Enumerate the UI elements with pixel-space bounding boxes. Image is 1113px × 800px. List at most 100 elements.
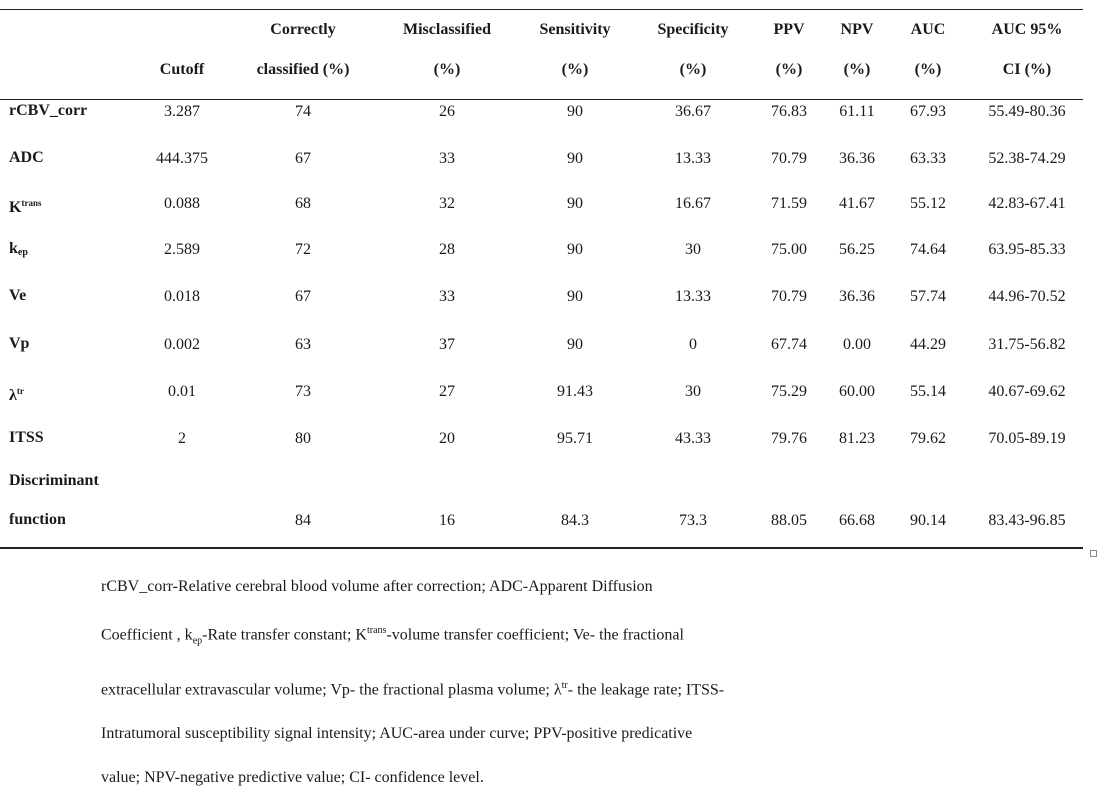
table-cell: 44.96-70.52 xyxy=(988,288,1066,305)
table-cell: 33 xyxy=(439,288,455,305)
table-cell: 20 xyxy=(439,430,455,447)
table-cell: 36.67 xyxy=(675,103,711,120)
footnote-text: rCBV_corr-Relative cerebral blood volume… xyxy=(101,578,653,595)
table-cell: 2 xyxy=(178,430,186,447)
row-label: ITSS xyxy=(9,427,44,449)
footnote-line: value; NPV-negative predictive value; CI… xyxy=(101,756,1001,800)
table-cell: 32 xyxy=(439,195,455,212)
row-label-base: ITSS xyxy=(9,429,44,446)
table-cell: 67.93 xyxy=(910,103,946,120)
column-header: (%) xyxy=(914,61,942,78)
table-cell: 74.64 xyxy=(910,241,946,258)
row-label: Ve xyxy=(9,285,26,307)
row-label: λtr xyxy=(9,380,24,407)
table-cell: 56.25 xyxy=(839,241,875,258)
footnote-superscript: tr xyxy=(561,679,568,691)
table-cell: 28 xyxy=(439,241,455,258)
table-cell: 83.43-96.85 xyxy=(988,512,1066,529)
table-cell: 55.12 xyxy=(910,195,946,212)
footnote-superscript: trans xyxy=(366,625,387,636)
row-label-base: K xyxy=(9,199,22,216)
table-cell: 63 xyxy=(295,336,311,353)
table-cell: 37 xyxy=(439,336,455,353)
column-header: Misclassified xyxy=(403,21,491,38)
table-cell: 43.33 xyxy=(675,430,711,447)
table-cell: 13.33 xyxy=(675,288,711,305)
column-header: (%) xyxy=(433,61,461,78)
table-cell: 40.67-69.62 xyxy=(988,383,1066,400)
table-cell: 13.33 xyxy=(675,150,711,167)
column-header: AUC 95% xyxy=(991,21,1063,38)
table-cell: 0 xyxy=(689,336,697,353)
footnote-text: value; NPV-negative predictive value; CI… xyxy=(101,768,484,786)
column-header: (%) xyxy=(679,61,707,78)
table-cell: 90 xyxy=(567,241,583,258)
row-label-superscript: trans xyxy=(21,198,42,208)
column-header: NPV xyxy=(840,21,874,38)
row-label-subscript: ep xyxy=(17,247,28,258)
table-cell: 90 xyxy=(567,150,583,167)
table-cell: 60.00 xyxy=(839,383,875,400)
table-cell: 70.05-89.19 xyxy=(988,430,1066,447)
table-cell: 73.3 xyxy=(679,512,707,529)
table-cell: 63.95-85.33 xyxy=(988,241,1066,258)
column-header: classified (%) xyxy=(256,61,350,78)
column-header: Specificity xyxy=(657,21,729,38)
footnote-text: extracellular extravascular volume; Vp- … xyxy=(101,680,562,698)
table-rule-bottom xyxy=(0,547,1083,549)
table-cell: 70.79 xyxy=(771,150,807,167)
row-label: Discriminant xyxy=(9,472,99,489)
row-label: Ktrans xyxy=(9,192,41,219)
table-cell: 91.43 xyxy=(557,383,593,400)
table-cell: 0.00 xyxy=(843,336,871,353)
table-cell: 80 xyxy=(295,430,311,447)
table-cell: 36.36 xyxy=(839,288,875,305)
table-cell: 0.088 xyxy=(164,195,200,212)
footnote-line: Intratumoral susceptibility signal inten… xyxy=(101,712,1001,756)
table-cell: 71.59 xyxy=(771,195,807,212)
table-cell: 90.14 xyxy=(910,512,946,529)
table-cell: 75.00 xyxy=(771,241,807,258)
table-cell: 90 xyxy=(567,103,583,120)
table-cell: 84.3 xyxy=(561,512,589,529)
table-cell: 42.83-67.41 xyxy=(988,195,1066,212)
row-label-base: k xyxy=(9,240,18,257)
row-label: kep xyxy=(9,238,28,264)
table-cell: 61.11 xyxy=(839,103,875,120)
footnote-text: -volume transfer coefficient; Ve- the fr… xyxy=(386,626,684,644)
resize-handle[interactable] xyxy=(1090,550,1097,557)
table-footnote: rCBV_corr-Relative cerebral blood volume… xyxy=(101,565,1001,800)
table-cell: 79.76 xyxy=(771,430,807,447)
row-label-base: λ xyxy=(9,387,17,404)
table-cell: 90 xyxy=(567,288,583,305)
column-header: Cutoff xyxy=(159,61,205,78)
table-cell: 41.67 xyxy=(839,195,875,212)
table-cell: 57.74 xyxy=(910,288,946,305)
table-cell: 88.05 xyxy=(771,512,807,529)
table-cell: 95.71 xyxy=(557,430,593,447)
row-label-base: Ve xyxy=(9,287,27,304)
table-cell: 67 xyxy=(295,150,311,167)
row-label-superscript: tr xyxy=(16,386,24,396)
table-rule-top xyxy=(0,9,1083,10)
table-cell: 0.018 xyxy=(164,288,200,305)
footnote-text: Intratumoral susceptibility signal inten… xyxy=(101,724,693,742)
row-label: ADC xyxy=(9,147,44,169)
row-label: Vp xyxy=(9,333,29,355)
row-label: function xyxy=(9,511,66,528)
table-cell: 30 xyxy=(685,241,701,258)
table-cell: 52.38-74.29 xyxy=(988,150,1066,167)
table-rule-header-bottom xyxy=(0,99,1083,100)
column-header: (%) xyxy=(775,61,803,78)
table-cell: 73 xyxy=(295,383,311,400)
column-header: PPV xyxy=(773,21,805,38)
table-cell: 26 xyxy=(439,103,455,120)
column-header: Correctly xyxy=(270,21,336,38)
table-cell: 90 xyxy=(567,195,583,212)
footnote-text: - the leakage rate; ITSS- xyxy=(567,680,725,698)
footnote-text: Coefficient , k xyxy=(101,626,193,644)
table-cell: 30 xyxy=(685,383,701,400)
footnote-line: rCBV_corr-Relative cerebral blood volume… xyxy=(101,565,1001,609)
footnote-line: Coefficient , kep-Rate transfer constant… xyxy=(101,609,1001,664)
column-header: (%) xyxy=(561,61,589,78)
